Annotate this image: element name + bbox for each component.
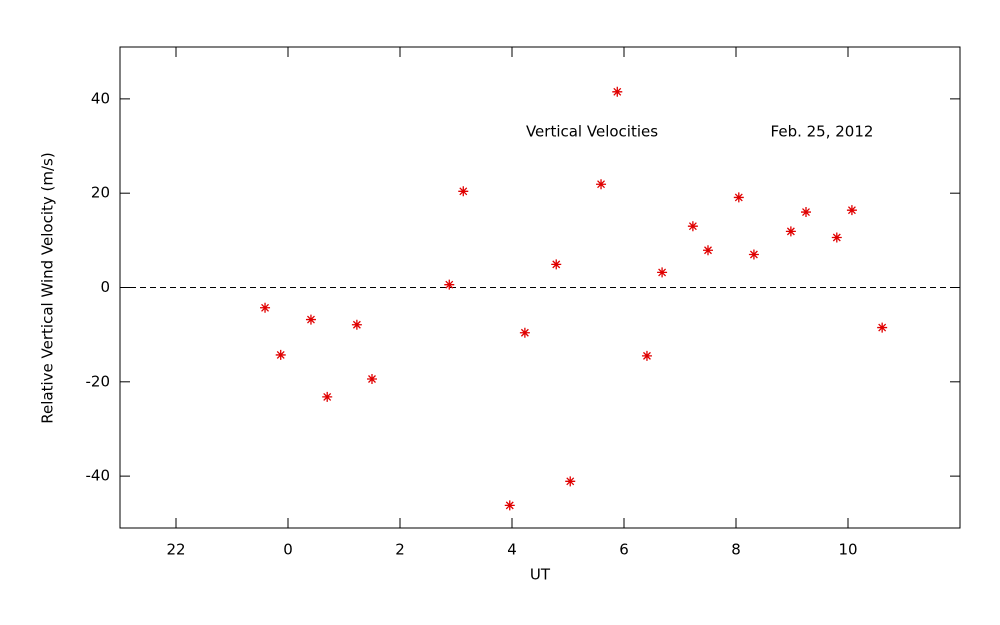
data-point	[305, 314, 316, 325]
data-point	[260, 302, 271, 313]
data-point	[504, 500, 515, 511]
data-point	[733, 192, 744, 203]
y-tick-label: 0	[100, 278, 110, 296]
data-point	[322, 391, 333, 402]
x-tick-label: 6	[619, 541, 629, 559]
data-point	[748, 249, 759, 260]
x-tick-label: 4	[507, 541, 517, 559]
data-point	[641, 350, 652, 361]
data-point	[687, 221, 698, 232]
y-tick-label: -40	[86, 467, 111, 485]
data-point	[801, 207, 811, 218]
data-point	[596, 179, 607, 190]
annotation: Feb. 25, 2012	[771, 123, 874, 141]
data-point	[351, 319, 362, 330]
data-point	[703, 245, 713, 256]
data-point	[831, 232, 842, 243]
data-point	[519, 327, 530, 338]
x-tick-label: 2	[395, 541, 405, 559]
data-point	[785, 226, 796, 237]
data-point	[551, 259, 562, 270]
y-tick-label: 20	[91, 184, 110, 202]
data-point	[846, 205, 857, 216]
x-axis-label: UT	[530, 566, 551, 584]
data-point	[275, 349, 286, 360]
data-point	[612, 86, 623, 97]
data-point	[367, 373, 377, 384]
x-tick-label: 8	[731, 541, 741, 559]
data-point	[565, 476, 576, 487]
y-tick-label: 40	[91, 89, 110, 107]
x-tick-label: 0	[283, 541, 293, 559]
x-tick-label: 10	[838, 541, 857, 559]
data-point	[458, 186, 469, 197]
y-axis-label: Relative Vertical Wind Velocity (m/s)	[39, 152, 57, 423]
data-point	[877, 322, 888, 333]
annotation: Vertical Velocities	[526, 123, 658, 141]
data-point	[657, 267, 668, 278]
data-point	[444, 279, 455, 290]
y-tick-label: -20	[86, 372, 111, 390]
x-tick-label: 22	[166, 541, 185, 559]
